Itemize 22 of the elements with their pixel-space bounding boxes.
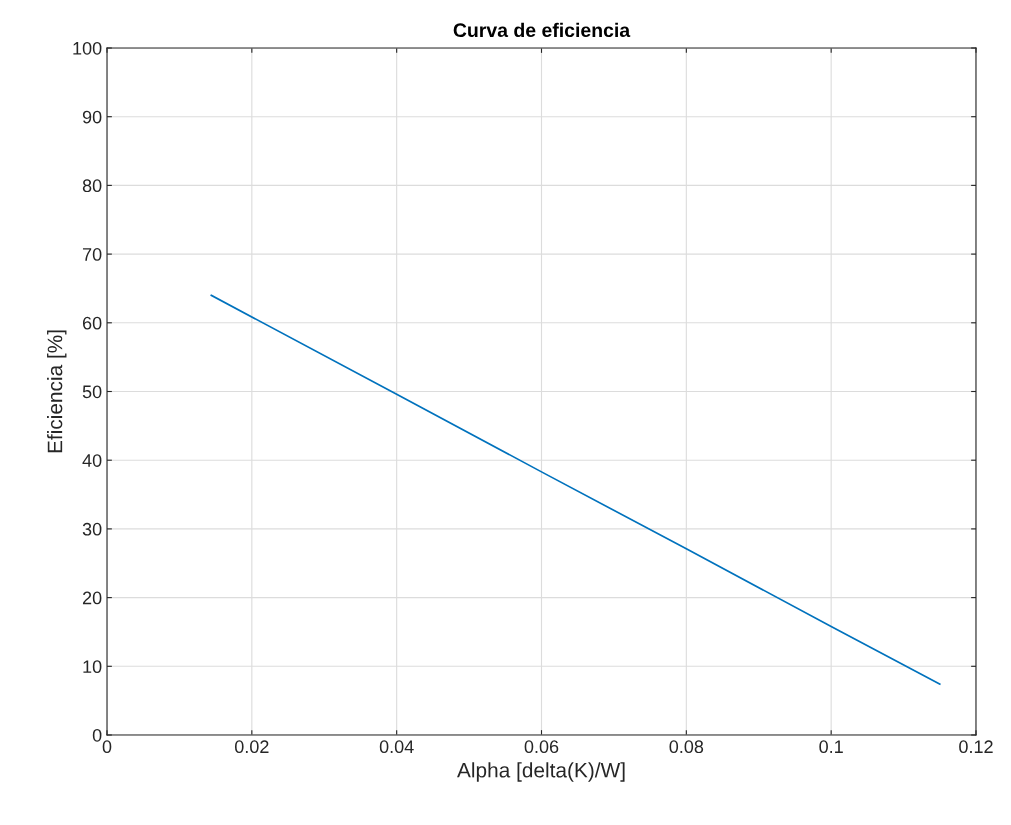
x-tick-label: 0.1 [819,740,843,754]
y-tick-label: 50 [82,385,102,399]
x-tick-label: 0 [102,740,112,754]
line-series [210,294,941,685]
chart-title: Curva de eficiencia [453,22,631,38]
x-tick-label: 0.06 [524,740,559,754]
y-tick-label: 10 [83,660,102,674]
y-axis-title: Eficiencia [%] [47,330,67,453]
y-tick-label: 0 [92,728,102,742]
y-tick-label: 80 [82,179,102,193]
x-tick-label: 0.02 [234,740,269,754]
x-tick-label: 0.12 [959,740,993,754]
y-tick-label: 20 [82,591,102,605]
x-tick-label: 0.04 [379,740,414,754]
y-tick-label: 70 [82,248,102,261]
x-axis-title: Alpha [delta(K)/W] [457,762,625,782]
y-tick-label: 60 [82,316,102,330]
x-tick-label: 0.08 [669,740,704,754]
y-tick-label: 30 [82,522,102,536]
y-tick-label: 40 [82,454,102,467]
y-tick-label: 90 [82,110,102,124]
y-tick-label: 100 [73,41,102,55]
